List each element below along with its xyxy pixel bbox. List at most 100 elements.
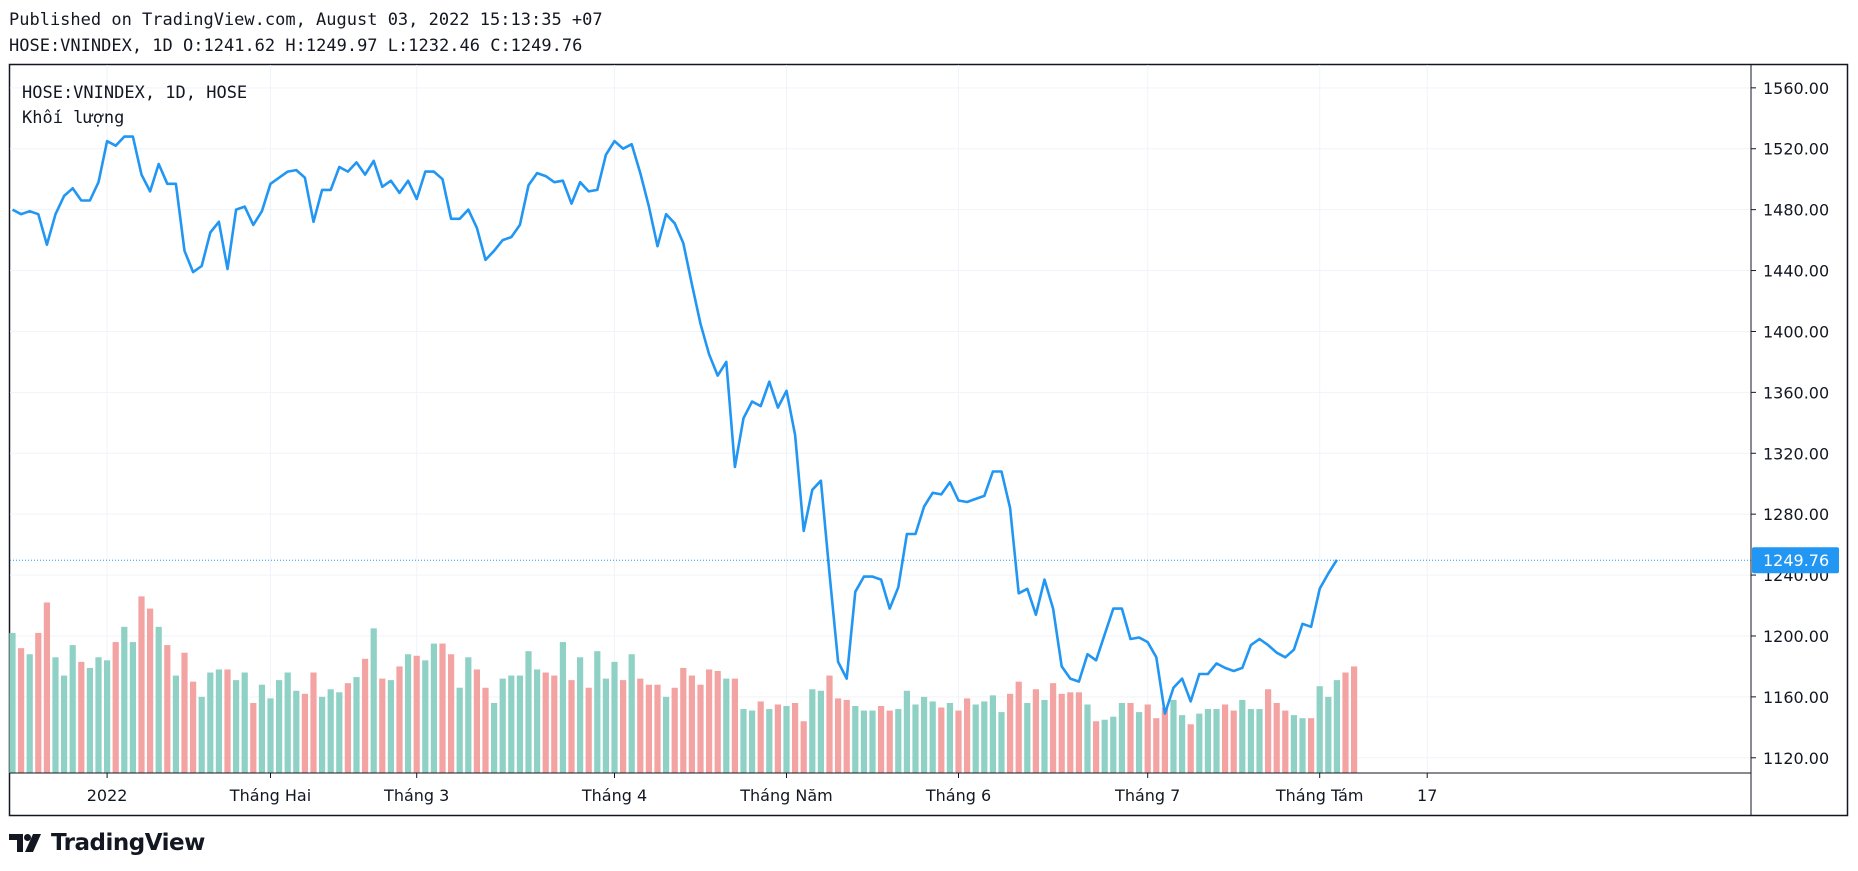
volume-bar: [998, 712, 1005, 773]
volume-bar: [895, 709, 902, 773]
volume-bar: [688, 675, 695, 773]
volume-bar: [448, 654, 455, 773]
volume-bar: [534, 669, 541, 773]
volume-bar: [129, 642, 136, 773]
volume-bar: [43, 602, 50, 773]
symbol-interval: HOSE:VNINDEX, 1D: [9, 36, 173, 56]
volume-bar: [396, 666, 403, 773]
volume-bar: [792, 702, 799, 773]
volume-bar: [757, 701, 764, 773]
volume-bar: [1144, 704, 1151, 773]
low-value: 1232.46: [408, 36, 480, 56]
volume-bar: [826, 675, 833, 773]
volume-bar: [224, 669, 231, 773]
volume-bar: [1308, 718, 1315, 773]
tradingview-logo[interactable]: TradingView: [9, 830, 205, 856]
price-tick-label: 1480.00: [1763, 201, 1829, 220]
volume-bar: [800, 721, 807, 773]
volume-bar: [155, 626, 162, 773]
volume-bar: [955, 710, 962, 773]
volume-bar: [499, 678, 506, 773]
volume-bar: [353, 677, 360, 773]
volume-bar: [233, 680, 240, 773]
volume-bar: [1084, 704, 1091, 773]
volume-bar: [69, 645, 76, 773]
volume-bar: [138, 596, 145, 773]
volume-bar: [774, 704, 781, 773]
volume-bar: [267, 698, 274, 773]
volume-bar: [1265, 689, 1272, 773]
volume-bar: [628, 654, 635, 773]
volume-bar: [293, 690, 300, 773]
volume-bar: [852, 706, 859, 773]
price-tick-label: 1280.00: [1763, 505, 1829, 524]
volume-bar: [1110, 716, 1117, 773]
price-tick-label: 1560.00: [1763, 79, 1829, 98]
volume-bar: [78, 661, 85, 773]
volume-bar: [809, 689, 816, 773]
volume-bar: [585, 687, 592, 773]
volume-bar: [1299, 718, 1306, 773]
time-tick-label: Tháng Hai: [229, 786, 311, 805]
volume-bar: [104, 660, 111, 773]
volume-bar: [1316, 686, 1323, 773]
volume-bar: [1213, 709, 1220, 773]
volume-bar: [1136, 712, 1143, 773]
volume-bar: [516, 675, 523, 773]
volume-bar: [929, 701, 936, 773]
volume-bar: [1247, 709, 1254, 773]
volume-bar: [577, 657, 584, 773]
volume-bar: [542, 672, 549, 773]
time-tick-label: Tháng 7: [1114, 786, 1180, 805]
volume-bar: [1239, 699, 1246, 773]
volume-bar: [1041, 699, 1048, 773]
volume-bar: [740, 709, 747, 773]
volume-bar: [387, 680, 394, 773]
volume-bar: [1342, 672, 1349, 773]
volume-bar: [1256, 709, 1263, 773]
price-series: [10, 135, 1751, 715]
close-label: C:: [490, 36, 511, 56]
volume-bar: [525, 651, 532, 773]
high-label: H:: [285, 36, 306, 56]
volume-bar: [680, 667, 687, 773]
last-price-tag-bg: [1752, 547, 1839, 574]
volume-bar: [783, 706, 790, 773]
volume-bar: [379, 678, 386, 773]
time-axis[interactable]: 2022 Tháng Hai Tháng 3 Tháng 4 Tháng Năm Thán…: [87, 773, 1438, 805]
price-line: [11, 135, 1339, 715]
volume-bar: [568, 680, 575, 773]
volume-bar: [602, 678, 609, 773]
volume-bar: [714, 670, 721, 773]
volume-bar: [697, 684, 704, 773]
price-axis[interactable]: 1560.00 1520.00 1480.00 1440.00 1400.00 1360.…: [1751, 79, 1829, 768]
volume-bar: [164, 645, 171, 773]
open-value: 1241.62: [203, 36, 276, 56]
volume-legend[interactable]: Khối lượng: [22, 108, 125, 128]
series-legend[interactable]: HOSE:VNINDEX, 1D, HOSE: [22, 83, 248, 103]
volume-bar: [344, 683, 351, 773]
volume-bar: [1333, 680, 1340, 773]
volume-bar: [1273, 702, 1280, 773]
volume-bar: [473, 669, 480, 773]
volume-bar: [276, 680, 283, 773]
volume-bar: [1196, 713, 1203, 773]
volume-bar: [1118, 702, 1125, 773]
volume-bar: [215, 669, 222, 773]
volume-bar: [258, 684, 265, 773]
volume-bar: [817, 690, 824, 773]
time-tick-label: 17: [1417, 786, 1437, 805]
volume-bar: [1230, 710, 1237, 773]
volume-bar: [198, 696, 205, 773]
volume-bar: [663, 696, 670, 773]
volume-bar: [1093, 721, 1100, 773]
time-tick-label: Tháng 4: [581, 786, 647, 805]
volume-bar: [61, 675, 68, 773]
close-value: 1249.76: [510, 36, 583, 56]
volume-bar: [413, 655, 420, 773]
volume-bar: [422, 660, 429, 773]
volume-bar: [938, 707, 945, 773]
volume-bar: [903, 690, 910, 773]
volume-bar: [18, 648, 25, 773]
